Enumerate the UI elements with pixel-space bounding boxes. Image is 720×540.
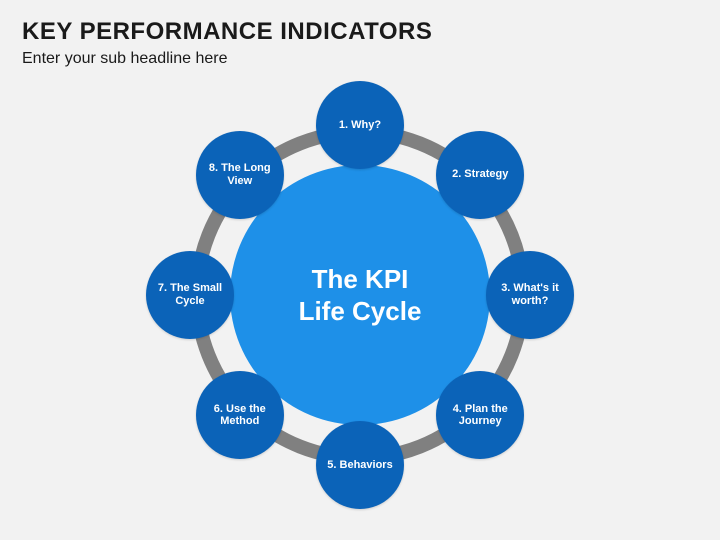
center-label-line1: The KPI bbox=[312, 264, 409, 294]
cycle-node-label: 2. Strategy bbox=[452, 168, 508, 181]
cycle-node-label: 3. What's it worth? bbox=[492, 282, 568, 307]
cycle-node-7: 7. The Small Cycle bbox=[146, 251, 234, 339]
center-label: The KPI Life Cycle bbox=[299, 263, 422, 328]
cycle-node-label: 8. The Long View bbox=[202, 162, 278, 187]
cycle-node-label: 5. Behaviors bbox=[327, 459, 392, 472]
cycle-node-label: 7. The Small Cycle bbox=[152, 282, 228, 307]
cycle-node-5: 5. Behaviors bbox=[316, 421, 404, 509]
cycle-node-1: 1. Why? bbox=[316, 81, 404, 169]
cycle-node-8: 8. The Long View bbox=[196, 131, 284, 219]
kpi-cycle-diagram: The KPI Life Cycle 1. Why? 2. Strategy 3. … bbox=[130, 65, 590, 525]
cycle-node-3: 3. What's it worth? bbox=[486, 251, 574, 339]
cycle-node-2: 2. Strategy bbox=[436, 131, 524, 219]
cycle-node-6: 6. Use the Method bbox=[196, 371, 284, 459]
cycle-node-label: 4. Plan the Journey bbox=[442, 403, 518, 428]
page-title: KEY PERFORMANCE INDICATORS bbox=[22, 18, 432, 46]
cycle-node-label: 6. Use the Method bbox=[202, 403, 278, 428]
cycle-node-label: 1. Why? bbox=[339, 119, 381, 132]
center-label-line2: Life Cycle bbox=[299, 296, 422, 326]
cycle-node-4: 4. Plan the Journey bbox=[436, 371, 524, 459]
